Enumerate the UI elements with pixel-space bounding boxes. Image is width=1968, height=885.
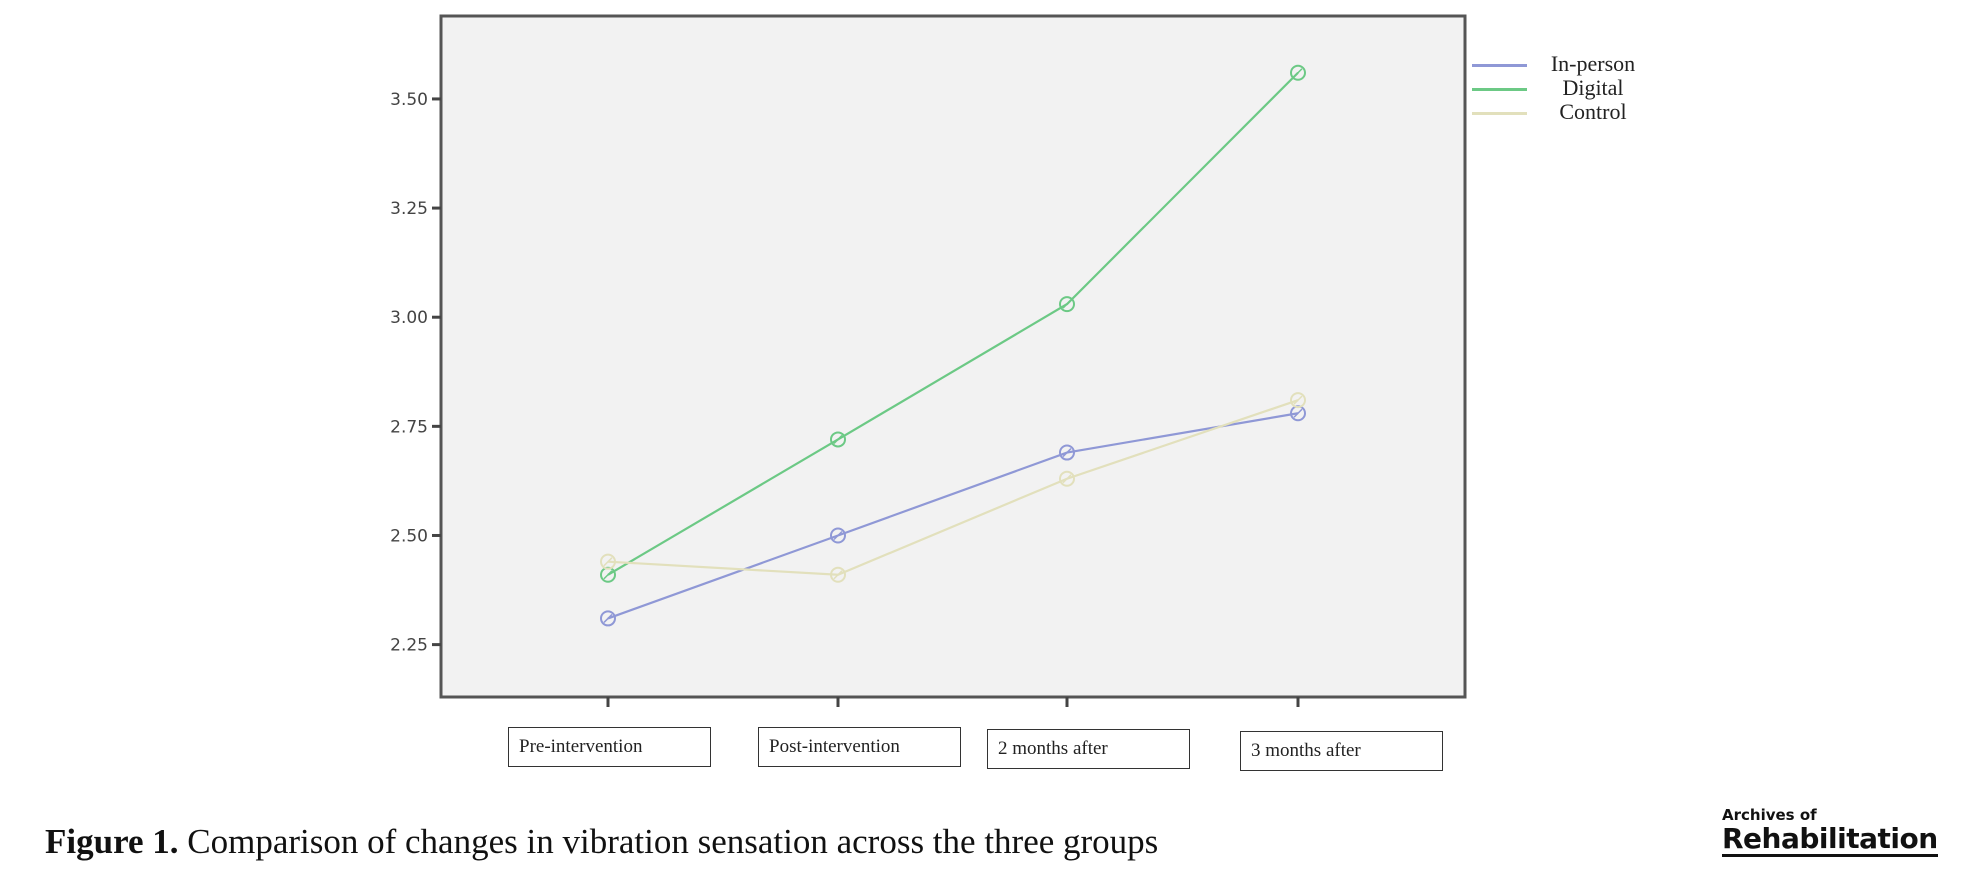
data-point-mark [833,570,843,580]
legend-label: In-person [1550,51,1636,76]
legend-item: In-person [1466,52,1666,76]
data-point-mark [833,434,843,444]
x-category-label: 2 months after [987,729,1190,769]
x-axis [606,697,1300,707]
series-line [607,399,1299,576]
plot-area [439,14,1467,699]
data-point-mark [603,570,613,580]
legend-swatch [1472,112,1527,115]
series-control [600,392,1306,583]
legend: In-person Digital Control [1466,52,1666,124]
figure-caption-text: Comparison of changes in vibration sensa… [178,822,1159,861]
data-point [830,566,846,583]
journal-logo: Archives of Rehabilitation [1722,806,1938,857]
figure-label: Figure 1. [45,822,179,861]
series-layer [600,64,1306,627]
data-point-mark [603,613,613,623]
data-point-mark [603,557,613,567]
legend-swatch [1472,64,1527,67]
y-axis: 2.25 2.50 2.75 3.00 3.25 3.50 [390,90,441,656]
x-category-label: 3 months after [1240,731,1443,771]
data-point [1059,470,1075,487]
data-point [830,431,846,448]
legend-label: Control [1559,99,1627,124]
y-tick-label: 3.00 [390,308,428,328]
legend-item: Control [1466,100,1666,124]
data-point [1290,64,1306,81]
y-tick-label: 3.50 [390,90,428,110]
data-point [830,527,846,544]
data-point [1290,392,1306,409]
legend-item: Digital [1466,76,1666,100]
data-point-mark [1062,448,1072,458]
legend-swatch [1472,88,1527,91]
y-tick-label: 2.75 [390,417,428,437]
y-tick-label: 2.50 [390,526,428,546]
data-point [1059,444,1075,461]
x-category-label: Post-intervention [758,727,961,767]
legend-label: Digital [1562,75,1624,100]
data-point-mark [833,530,843,541]
series-digital [600,64,1306,583]
y-tick-label: 3.25 [390,199,428,219]
data-point [600,610,616,627]
figure-caption: Figure 1. Comparison of changes in vibra… [45,822,1158,862]
data-point-mark [1293,68,1303,78]
data-point-mark [1293,408,1303,418]
journal-logo-line2: Rehabilitation [1722,822,1938,857]
series-line [607,412,1299,620]
series-in-person [600,405,1306,627]
y-tick-label: 2.25 [390,636,428,656]
data-point-mark [1062,299,1072,309]
journal-logo-line1: Archives of [1722,806,1817,824]
data-point [1059,296,1075,313]
data-point-mark [1293,395,1303,405]
data-point [600,553,616,570]
data-point-mark [1062,474,1072,484]
series-line [607,71,1299,576]
x-category-label: Pre-intervention [508,727,711,767]
